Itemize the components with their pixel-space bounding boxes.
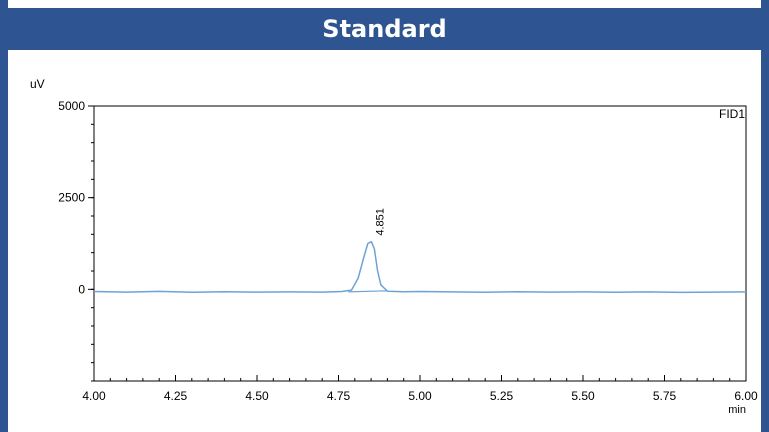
x-tick-label: 5.50 bbox=[571, 389, 595, 403]
series-group bbox=[93, 240, 747, 294]
x-tick-label: 4.25 bbox=[164, 389, 188, 403]
x-tick-label: 5.00 bbox=[408, 389, 432, 403]
x-tick-label: 4.50 bbox=[245, 389, 269, 403]
x-tick-label: 4.75 bbox=[327, 389, 351, 403]
x-tick-label: 4.00 bbox=[82, 389, 106, 403]
x-tick-label: 6.00 bbox=[734, 389, 758, 403]
peak-baseline bbox=[348, 290, 388, 293]
y-tick-label: 0 bbox=[78, 282, 85, 296]
plot-area-border bbox=[93, 105, 747, 382]
axes bbox=[88, 105, 747, 382]
y-tick-label: 5000 bbox=[58, 99, 85, 113]
y-axis-label: uV bbox=[30, 77, 45, 91]
detector-label: FID1 bbox=[719, 107, 745, 121]
x-tick-label: 5.75 bbox=[653, 389, 677, 403]
signal-trace bbox=[93, 240, 747, 294]
x-axis-label: min bbox=[728, 404, 746, 416]
x-tick-label: 5.25 bbox=[490, 389, 514, 403]
labels-group: 4.00 4.25 4.50 4.75 5.00 5.25 5.50 5.75 6.00 5000… bbox=[30, 77, 758, 416]
y-tick-label: 2500 bbox=[58, 191, 85, 205]
peak-label: 4.851 bbox=[374, 208, 386, 236]
page-title: Standard bbox=[8, 8, 761, 50]
